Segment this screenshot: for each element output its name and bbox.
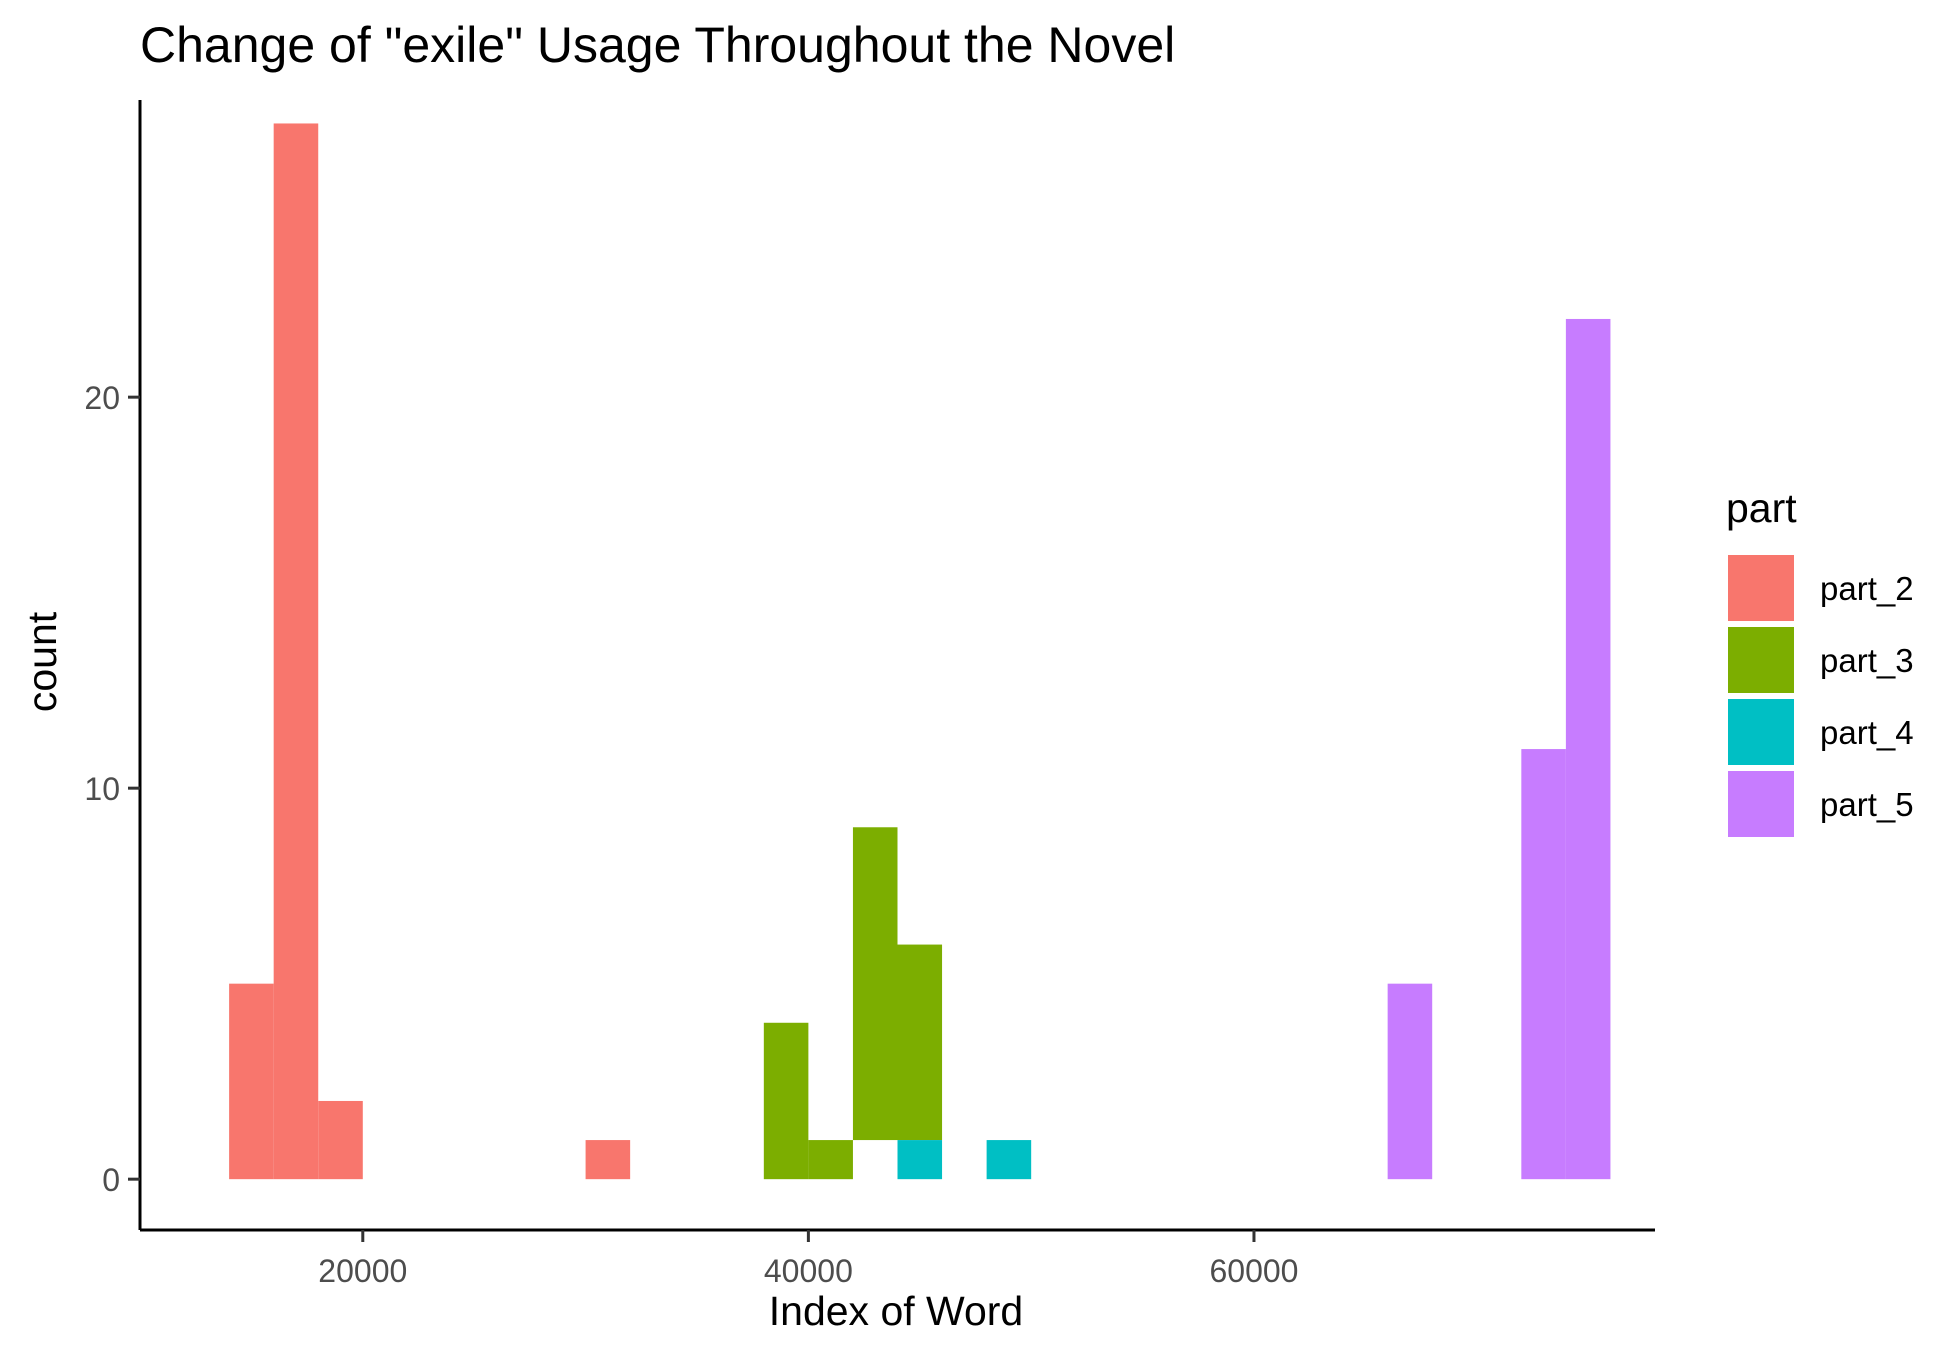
bar-part_3	[763, 1022, 809, 1180]
x-tick-label: 40000	[764, 1253, 853, 1289]
bar-part_5	[1565, 318, 1611, 1180]
legend-label-part_2: part_2	[1820, 570, 1914, 607]
bar-part_3	[897, 944, 943, 1141]
y-tick-label: 10	[84, 771, 120, 807]
legend-key-part_3	[1728, 627, 1794, 693]
bar-part_2	[273, 123, 319, 1180]
legend-items: part_2 part_3 part_4 part_5	[1728, 555, 1914, 837]
bar-part_4	[986, 1140, 1032, 1180]
legend: part part_2 part_3 part_4 part_5	[1726, 485, 1914, 837]
bar-part_5	[1521, 749, 1566, 1180]
bar-part_4	[897, 1140, 943, 1180]
legend-key-part_5	[1728, 771, 1794, 837]
legend-label-part_4: part_4	[1820, 714, 1914, 751]
y-axis-title: count	[19, 611, 65, 712]
y-tick-label: 20	[84, 380, 120, 416]
y-axis-ticks: 0 10 20	[84, 380, 140, 1198]
x-tick-label: 60000	[1209, 1253, 1298, 1289]
legend-label-part_5: part_5	[1820, 786, 1914, 823]
bar-part_2	[585, 1140, 631, 1180]
chart-title: Change of "exile" Usage Throughout the N…	[140, 17, 1175, 73]
x-axis-ticks: 20000 40000 60000	[318, 1230, 1298, 1289]
bar-part_2	[229, 983, 274, 1180]
x-axis-title: Index of Word	[769, 1288, 1024, 1334]
x-tick-label: 20000	[318, 1253, 407, 1289]
y-tick-label: 0	[102, 1162, 120, 1198]
bars-layer	[229, 123, 1611, 1180]
bar-part_5	[1387, 983, 1433, 1180]
legend-label-part_3: part_3	[1820, 642, 1914, 679]
bar-part_2	[318, 1100, 363, 1180]
bar-part_3	[852, 827, 898, 1141]
legend-key-part_2	[1728, 555, 1794, 621]
bar-part_3	[808, 1140, 853, 1180]
legend-title: part	[1726, 485, 1797, 531]
legend-key-part_4	[1728, 699, 1794, 765]
